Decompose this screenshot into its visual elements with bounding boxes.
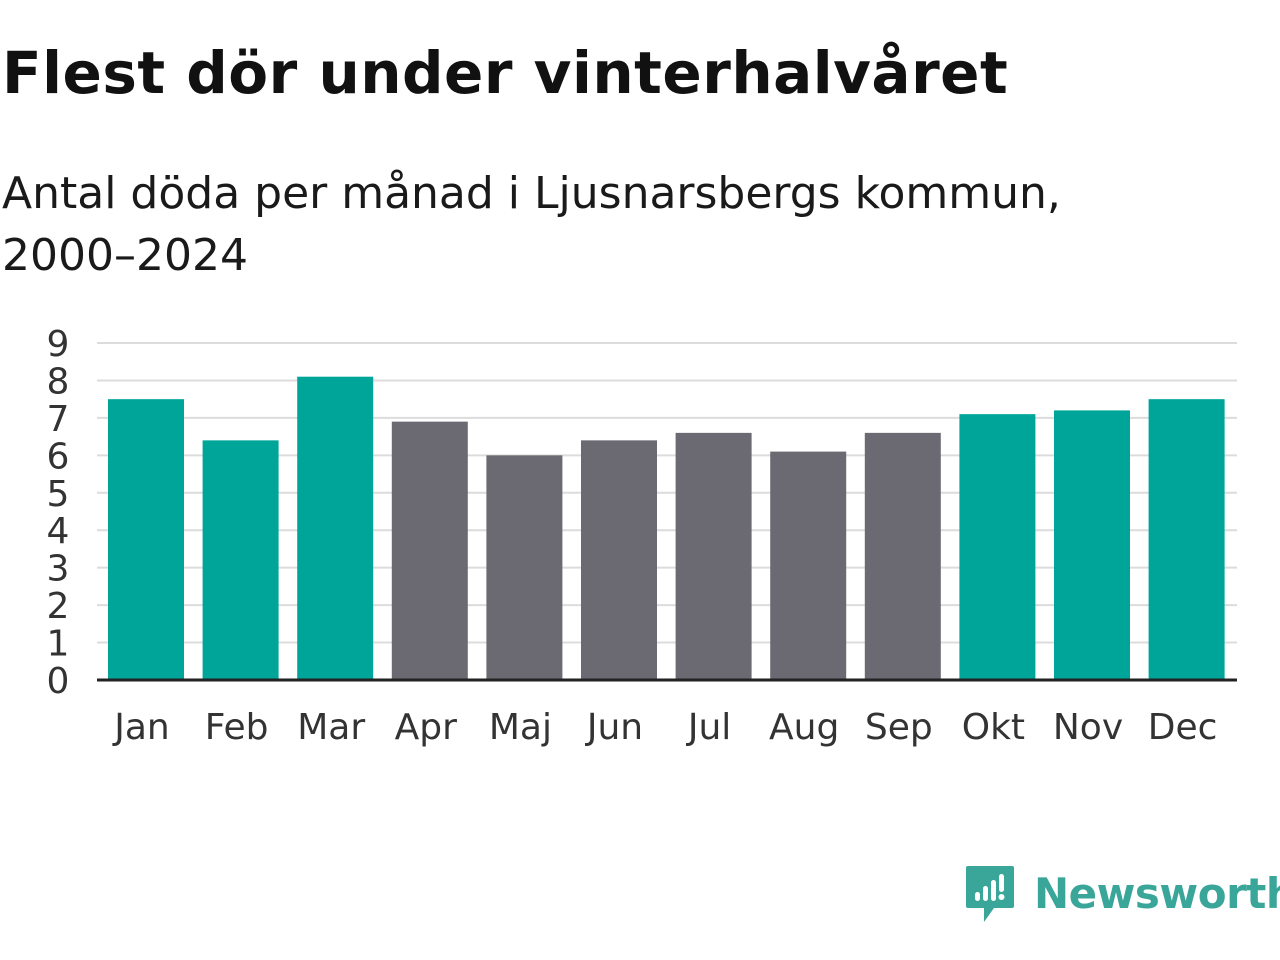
y-tick-label: 0 [47, 661, 70, 702]
bar-nov [1054, 410, 1130, 680]
x-tick-label: Nov [1053, 707, 1123, 748]
y-tick-label: 9 [47, 324, 70, 365]
y-tick-label: 6 [47, 436, 70, 477]
x-tick-label: Mar [297, 707, 365, 748]
y-tick-label: 8 [47, 361, 70, 402]
newsworthy-logo: Newsworthy [964, 864, 1280, 924]
x-tick-label: Aug [769, 707, 839, 748]
subtitle-line-1: Antal döda per månad i Ljusnarsbergs kom… [2, 168, 1061, 219]
x-tick-label: Maj [489, 707, 552, 748]
chart-subtitle: Antal döda per månad i Ljusnarsbergs kom… [2, 163, 1182, 287]
bar-okt [959, 414, 1036, 680]
x-tick-label: Okt [962, 707, 1025, 748]
y-tick-label: 7 [47, 399, 70, 440]
subtitle-line-2: 2000–2024 [2, 230, 248, 281]
newsworthy-logo-icon [966, 866, 1014, 922]
y-tick-label: 2 [47, 586, 70, 627]
x-tick-label: Apr [395, 707, 457, 748]
bar-jun [581, 440, 657, 680]
x-axis-labels: Jan Feb Mar Apr Maj Jun Jul Aug Sep Okt Nov Dec [112, 707, 1217, 748]
x-tick-label: Sep [865, 707, 933, 748]
x-tick-label: Jan [112, 707, 170, 748]
bar-apr [391, 421, 468, 680]
x-tick-label: Feb [205, 707, 269, 748]
bars [108, 376, 1225, 680]
chart-title: Flest dör under vinterhalvåret [2, 39, 1009, 107]
bar-jul [675, 432, 752, 680]
x-tick-label: Jun [585, 707, 643, 748]
bar-jan [108, 399, 184, 680]
y-tick-label: 4 [47, 511, 70, 552]
bar-aug [770, 451, 847, 680]
newsworthy-logo-text: Newsworthy [1034, 869, 1280, 918]
bar-maj [486, 455, 563, 680]
bar-sep [864, 432, 941, 680]
y-tick-label: 3 [47, 549, 70, 590]
y-tick-label: 5 [47, 474, 70, 515]
y-tick-label: 1 [47, 624, 70, 665]
bar-feb [202, 440, 279, 680]
x-tick-label: Jul [686, 707, 731, 748]
grid-lines [97, 342, 1237, 644]
bar-mar [297, 376, 374, 680]
bar-dec [1148, 399, 1225, 680]
x-tick-label: Dec [1148, 707, 1218, 748]
